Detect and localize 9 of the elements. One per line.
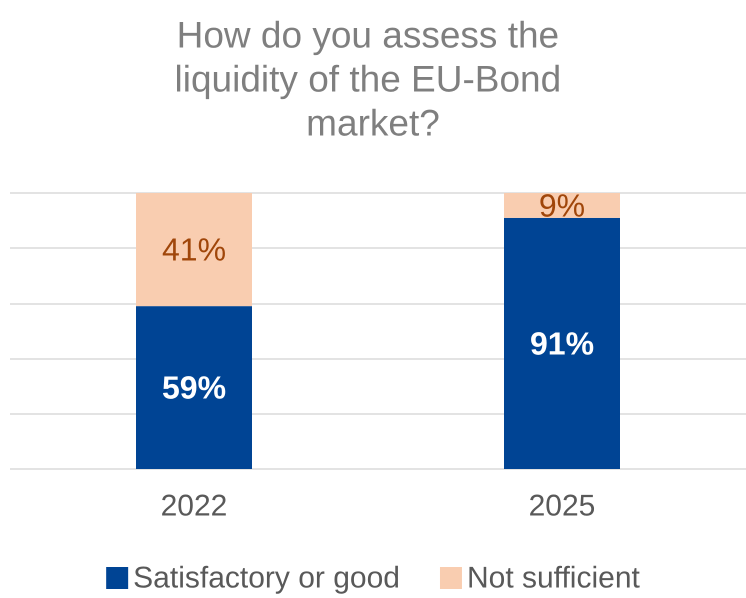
data-label: 91% — [530, 325, 594, 362]
legend-label: Not sufficient — [466, 562, 640, 594]
data-label: 59% — [162, 370, 226, 406]
x-tick-label: 2025 — [528, 490, 596, 522]
chart-title: How do you assess the liquidity of the EU-Bond market? — [174, 14, 572, 144]
data-label: 9% — [538, 187, 586, 224]
x-tick-label: 2022 — [160, 490, 228, 522]
legend-label: Satisfactory or good — [133, 562, 400, 594]
data-label: 41% — [162, 232, 226, 268]
